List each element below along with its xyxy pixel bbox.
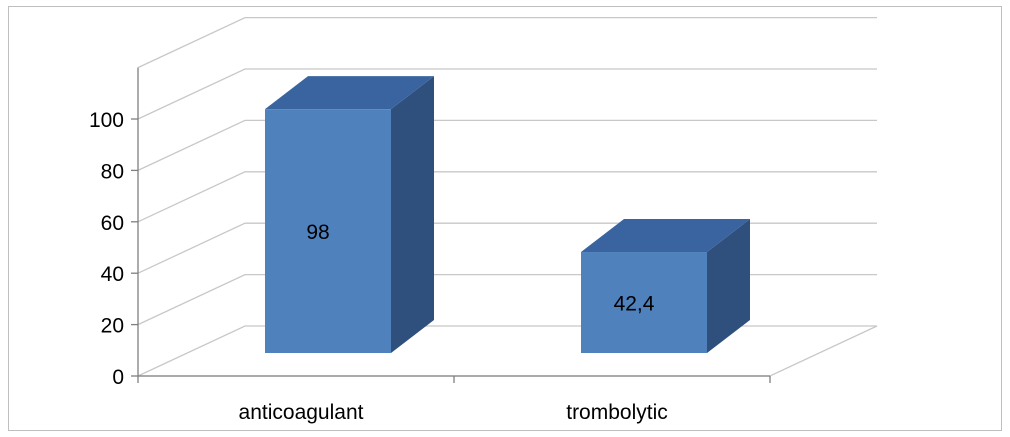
- data-labels: 98 42,4: [306, 221, 654, 315]
- chart-frame: [8, 6, 1002, 431]
- bar-front: [581, 252, 707, 353]
- x-axis-category-labels: anticoagulant trombolytic: [239, 401, 668, 424]
- gridline-80: [137, 119, 877, 171]
- bar-top: [581, 219, 750, 253]
- y-tick-label-0: 0: [112, 366, 124, 389]
- bars: [265, 76, 750, 353]
- gridline-60: [137, 171, 877, 223]
- category-label-trombolytic: trombolytic: [566, 401, 668, 424]
- bar-top: [265, 76, 434, 110]
- bar-side: [391, 76, 434, 353]
- gridline-100: [137, 68, 877, 120]
- y-tick-label-60: 60: [101, 212, 124, 235]
- data-label-anticoagulant: 98: [306, 221, 329, 244]
- floor-outline: [137, 325, 878, 377]
- gridline-40: [137, 222, 877, 274]
- chart-floor: [137, 325, 878, 377]
- y-tick-label-40: 40: [101, 263, 124, 286]
- bar-side: [707, 219, 750, 353]
- gridline-top: [137, 16, 877, 69]
- y-tick-label-100: 100: [89, 109, 124, 132]
- category-axis: [131, 67, 771, 383]
- bar-trombolytic: [581, 219, 750, 353]
- y-tick-label-80: 80: [101, 160, 124, 183]
- y-tick-label-20: 20: [101, 315, 124, 338]
- y-axis-tick-labels: 0 20 40 60 80 100: [89, 109, 124, 389]
- category-label-anticoagulant: anticoagulant: [239, 401, 364, 424]
- gridline-20: [137, 273, 877, 326]
- gridlines: [137, 16, 877, 326]
- bar-anticoagulant: [265, 76, 434, 353]
- data-label-trombolytic: 42,4: [614, 293, 655, 316]
- bar-front: [265, 109, 391, 353]
